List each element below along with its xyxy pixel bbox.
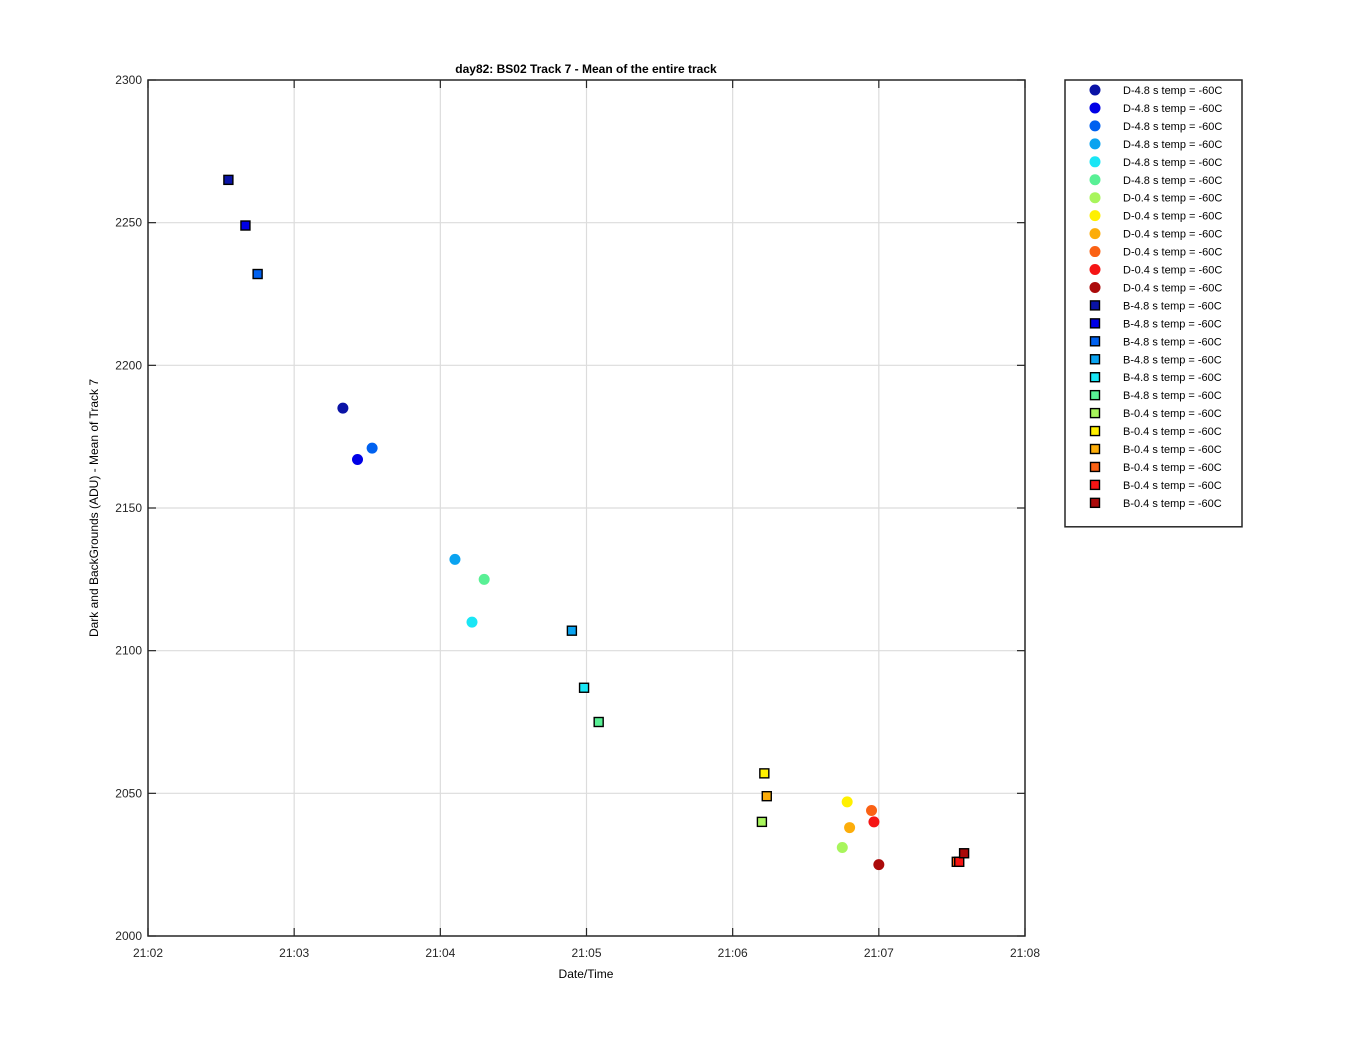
legend-label: B-0.4 s temp = -60C [1123, 480, 1222, 492]
data-point-dark [868, 816, 880, 828]
legend-marker [1089, 120, 1101, 132]
legend-label: D-0.4 s temp = -60C [1123, 265, 1222, 277]
legend-label: B-4.8 s temp = -60C [1123, 336, 1222, 348]
chart-title: day82: BS02 Track 7 - Mean of the entire… [455, 62, 717, 76]
legend-marker [1089, 228, 1101, 240]
data-point-background [252, 268, 263, 280]
y-axis-label: Dark and BackGrounds (ADU) - Mean of Tra… [87, 379, 101, 637]
data-point-background [566, 625, 578, 636]
legend-label: B-4.8 s temp = -60C [1123, 354, 1222, 366]
legend-label: B-4.8 s temp = -60C [1123, 300, 1222, 312]
data-point-dark [873, 859, 885, 871]
x-tick-label: 21:03 [279, 946, 309, 960]
y-tick-label: 2150 [115, 501, 142, 515]
legend-marker [1089, 461, 1101, 473]
legend-label: D-4.8 s temp = -60C [1123, 85, 1222, 97]
legend-marker [1089, 84, 1101, 96]
legend-label: D-0.4 s temp = -60C [1123, 229, 1222, 241]
legend-marker [1089, 425, 1101, 437]
legend-marker [1089, 281, 1101, 293]
y-tick-label: 2000 [115, 929, 142, 943]
data-point-background [759, 768, 770, 779]
legend-marker [1089, 372, 1101, 383]
data-point-background [954, 856, 965, 868]
data-point-background [761, 790, 772, 802]
legend-label: D-4.8 s temp = -60C [1123, 175, 1222, 187]
x-tick-label: 21:06 [718, 946, 748, 960]
legend-label: D-4.8 s temp = -60C [1123, 103, 1222, 115]
legend-label: B-4.8 s temp = -60C [1123, 390, 1222, 402]
y-tick-label: 2250 [115, 216, 142, 230]
legend-marker [1089, 210, 1101, 222]
legend-label: D-0.4 s temp = -60C [1123, 282, 1222, 294]
legend-label: D-0.4 s temp = -60C [1123, 247, 1222, 259]
legend-marker [1089, 264, 1101, 275]
data-markers [223, 174, 970, 871]
legend-marker [1089, 407, 1101, 419]
legend-label: B-0.4 s temp = -60C [1123, 426, 1222, 438]
legend-marker [1089, 443, 1101, 455]
legend-label: B-4.8 s temp = -60C [1123, 318, 1222, 330]
legend-marker [1089, 138, 1101, 150]
y-tick-label: 2300 [115, 73, 142, 87]
data-point-background [593, 716, 604, 728]
legend-marker [1089, 336, 1101, 347]
legend-marker [1089, 300, 1101, 311]
legend-label: D-4.8 s temp = -60C [1123, 139, 1222, 151]
x-tick-label: 21:02 [133, 946, 163, 960]
data-point-background [223, 174, 234, 186]
data-point-dark [449, 553, 461, 565]
legend-label: B-4.8 s temp = -60C [1123, 372, 1222, 384]
x-axis-label: Date/Time [559, 967, 614, 981]
grid-lines [148, 80, 1025, 936]
legend-label: B-0.4 s temp = -60C [1123, 408, 1222, 420]
legend-label: B-0.4 s temp = -60C [1123, 444, 1222, 456]
legend-marker [1089, 102, 1101, 114]
data-point-dark [466, 616, 478, 628]
legend-marker [1089, 174, 1101, 186]
legend-label: D-0.4 s temp = -60C [1123, 211, 1222, 223]
legend-marker [1089, 479, 1101, 491]
legend-marker [1089, 156, 1101, 168]
data-point-background [756, 816, 768, 828]
legend-marker [1089, 192, 1101, 204]
legend-marker [1089, 318, 1101, 329]
y-tick-label: 2050 [115, 786, 142, 800]
data-point-dark [844, 822, 856, 834]
data-point-dark [352, 453, 364, 465]
x-tick-label: 21:07 [864, 946, 894, 960]
axis-ticks: 21:02 21:03 21:04 21:05 21:06 21:07 21:08 2000 2… [115, 73, 1040, 960]
data-point-dark [478, 573, 490, 585]
legend-marker [1089, 389, 1101, 401]
legend-label: D-4.8 s temp = -60C [1123, 121, 1222, 133]
legend: D-4.8 s temp = -60C D-4.8 s temp = -60C D-… [1064, 79, 1243, 528]
data-point-dark [836, 842, 848, 854]
y-tick-label: 2100 [115, 644, 142, 658]
legend-marker [1089, 497, 1101, 509]
data-point-background [240, 220, 251, 231]
x-tick-label: 21:05 [571, 946, 601, 960]
legend-label: D-4.8 s temp = -60C [1123, 157, 1222, 169]
data-point-dark [866, 804, 878, 816]
legend-marker [1089, 246, 1101, 258]
legend-label: B-0.4 s temp = -60C [1123, 498, 1222, 510]
data-point-background [958, 848, 970, 859]
data-point-dark [366, 442, 378, 454]
data-point-dark [337, 402, 349, 414]
legend-marker [1089, 354, 1101, 365]
y-tick-label: 2200 [115, 358, 142, 372]
x-tick-label: 21:04 [425, 946, 455, 960]
legend-label: B-0.4 s temp = -60C [1123, 462, 1222, 474]
data-point-background [578, 682, 590, 693]
legend-label: D-0.4 s temp = -60C [1123, 193, 1222, 205]
data-point-dark [841, 796, 853, 808]
x-tick-label: 21:08 [1010, 946, 1040, 960]
